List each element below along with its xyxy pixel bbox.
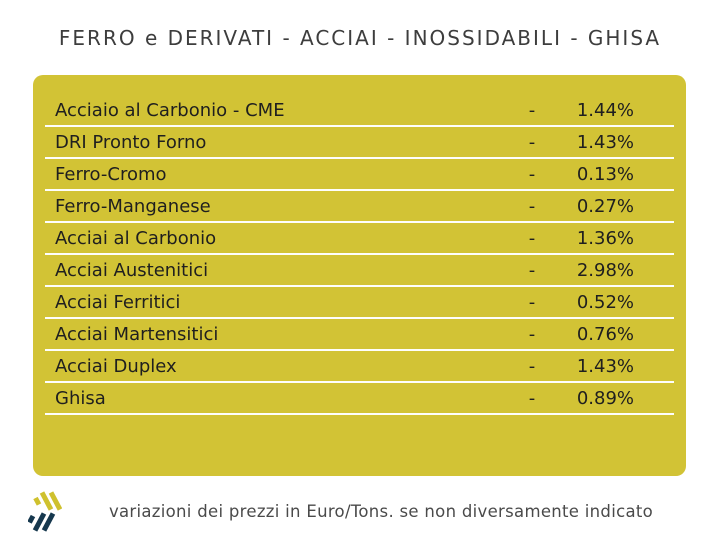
row-label: Acciai al Carbonio <box>55 227 217 249</box>
table-row: Ferro-Manganese - 0.27% <box>45 191 674 223</box>
row-sign: - <box>528 259 536 281</box>
table-row: Acciai Ferritici - 0.52% <box>45 287 674 319</box>
table-row: Acciai Martensitici - 0.76% <box>45 319 674 351</box>
row-value: 0.52% <box>576 291 634 313</box>
table-row: Acciai Duplex - 1.43% <box>45 351 674 383</box>
footer: variazioni dei prezzi in Euro/Tons. se n… <box>0 488 720 534</box>
row-label: Acciai Duplex <box>55 355 177 377</box>
price-table-panel: Acciaio al Carbonio - CME - 1.44% DRI Pr… <box>33 75 686 476</box>
row-label: Acciai Martensitici <box>55 323 219 345</box>
row-sign: - <box>528 163 536 185</box>
table-row: Acciai Austenitici - 2.98% <box>45 255 674 287</box>
row-sign: - <box>528 195 536 217</box>
table-row: Acciaio al Carbonio - CME - 1.44% <box>45 95 674 127</box>
table-row: Ghisa - 0.89% <box>45 383 674 415</box>
siderweb-logo-icon <box>28 490 62 532</box>
row-label: Ghisa <box>55 387 106 409</box>
row-value: 1.36% <box>576 227 634 249</box>
row-value: 0.76% <box>576 323 634 345</box>
footer-note: variazioni dei prezzi in Euro/Tons. se n… <box>108 501 654 521</box>
row-value: 0.89% <box>576 387 634 409</box>
row-value: 0.13% <box>576 163 634 185</box>
row-sign: - <box>528 227 536 249</box>
row-sign: - <box>528 131 536 153</box>
row-label: Acciai Austenitici <box>55 259 209 281</box>
row-value: 1.43% <box>576 355 634 377</box>
row-label: Acciai Ferritici <box>55 291 181 313</box>
table-row: DRI Pronto Forno - 1.43% <box>45 127 674 159</box>
row-value: 0.27% <box>576 195 634 217</box>
page-title: FERRO e DERIVATI - ACCIAI - INOSSIDABILI… <box>58 26 662 50</box>
row-label: Ferro-Manganese <box>55 195 211 217</box>
row-sign: - <box>528 99 536 121</box>
row-sign: - <box>528 387 536 409</box>
price-table-rows: Acciaio al Carbonio - CME - 1.44% DRI Pr… <box>33 95 686 415</box>
row-sign: - <box>528 323 536 345</box>
row-sign: - <box>528 291 536 313</box>
row-value: 2.98% <box>576 259 634 281</box>
row-value: 1.44% <box>576 99 634 121</box>
table-row: Acciai al Carbonio - 1.36% <box>45 223 674 255</box>
row-value: 1.43% <box>576 131 634 153</box>
table-row: Ferro-Cromo - 0.13% <box>45 159 674 191</box>
row-label: Ferro-Cromo <box>55 163 167 185</box>
row-label: DRI Pronto Forno <box>55 131 207 153</box>
row-sign: - <box>528 355 536 377</box>
row-label: Acciaio al Carbonio - CME <box>55 99 285 121</box>
